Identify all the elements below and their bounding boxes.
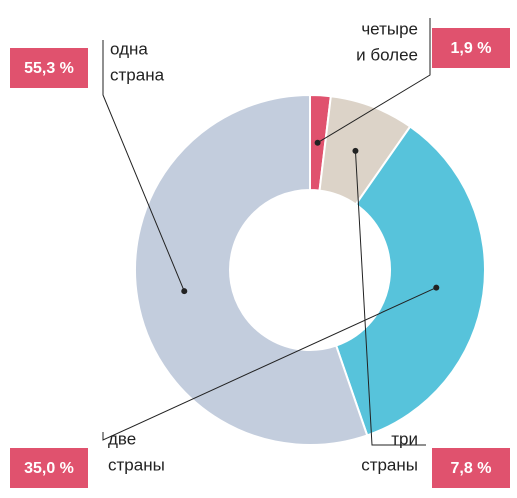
segment-label: четыре — [361, 19, 418, 38]
segment-label: страны — [361, 455, 418, 474]
leader-dot — [181, 288, 188, 295]
donut-segment — [334, 125, 486, 437]
leader-dot — [352, 147, 359, 154]
donut-segment — [134, 93, 369, 446]
leader-line — [102, 287, 437, 441]
leader-line — [354, 150, 426, 446]
value-badge — [10, 48, 88, 88]
value-badge — [432, 28, 510, 68]
leader-dot — [314, 139, 321, 146]
segment-label: одна — [110, 39, 148, 58]
leader-line — [317, 18, 431, 144]
value-label: 55,3 % — [24, 60, 74, 77]
leader-line — [102, 40, 185, 292]
segment-label: и более — [356, 45, 418, 64]
value-label: 1,9 % — [451, 40, 492, 57]
segment-label: страна — [110, 65, 165, 84]
segment-label: две — [108, 429, 136, 448]
value-badge — [10, 448, 88, 488]
leader-dot — [433, 284, 440, 291]
segment-label: страны — [108, 455, 165, 474]
value-label: 35,0 % — [24, 460, 74, 477]
segment-label: три — [391, 429, 418, 448]
value-badge — [432, 448, 510, 488]
value-label: 7,8 % — [451, 460, 492, 477]
